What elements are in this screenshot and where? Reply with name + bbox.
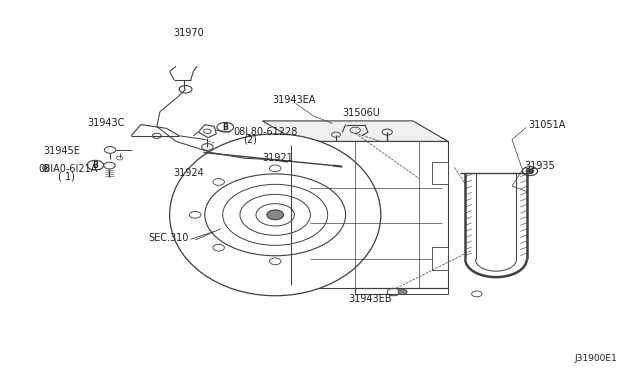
Bar — [432, 162, 448, 184]
Text: 31924: 31924 — [173, 168, 204, 178]
Circle shape — [267, 210, 284, 220]
Text: B: B — [223, 123, 228, 132]
Text: 31506U: 31506U — [342, 109, 380, 118]
Text: 31935: 31935 — [525, 161, 556, 170]
Bar — [298, 141, 448, 288]
Text: SEC.310: SEC.310 — [148, 233, 189, 243]
Text: (2): (2) — [243, 135, 257, 144]
Text: B: B — [93, 161, 98, 170]
Text: 31943C: 31943C — [88, 118, 125, 128]
Bar — [432, 247, 448, 270]
Text: 31051A: 31051A — [528, 120, 565, 129]
Ellipse shape — [170, 134, 381, 296]
Polygon shape — [262, 121, 448, 141]
Text: 08IA0-6I21A-: 08IA0-6I21A- — [38, 164, 101, 174]
Circle shape — [398, 289, 407, 295]
Text: ( 1): ( 1) — [58, 172, 74, 182]
Text: J31900E1: J31900E1 — [575, 355, 618, 363]
Text: 31945E: 31945E — [43, 146, 80, 155]
Text: 08L80-61228: 08L80-61228 — [234, 127, 298, 137]
Text: 31943EB: 31943EB — [349, 295, 392, 304]
Text: 31943EA: 31943EA — [273, 96, 316, 105]
Circle shape — [526, 169, 534, 173]
Text: 31921: 31921 — [262, 153, 293, 163]
Text: 31970: 31970 — [173, 29, 204, 38]
Text: ®: ® — [40, 164, 50, 174]
